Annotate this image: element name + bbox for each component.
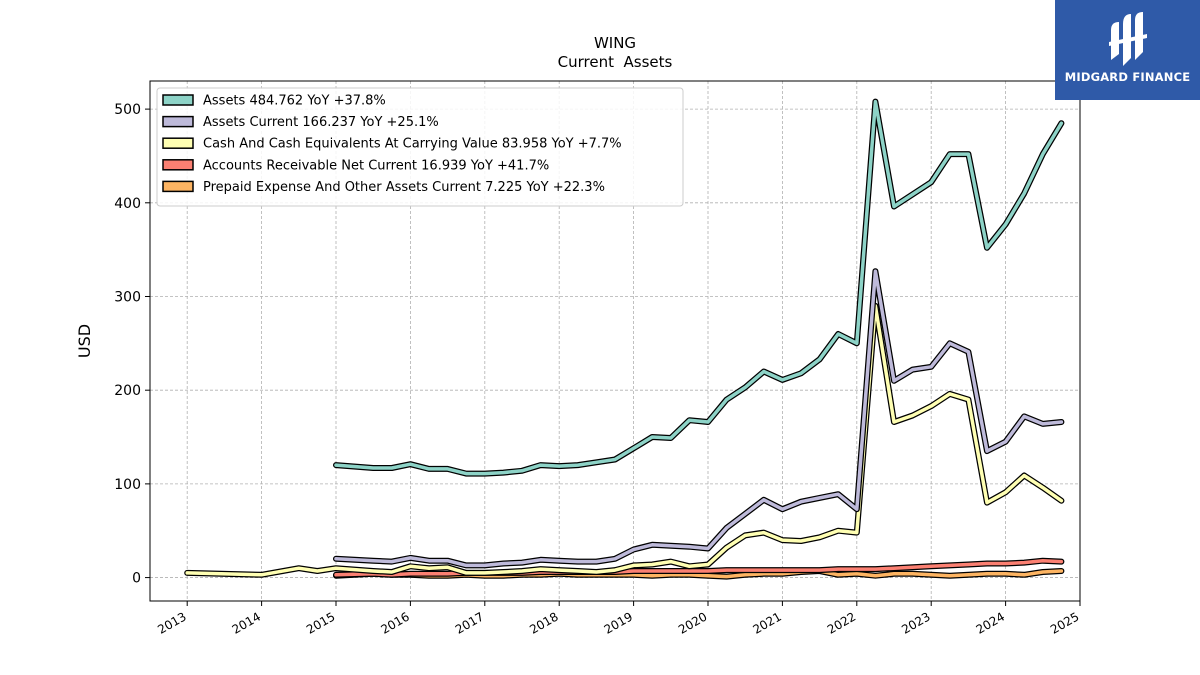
series-line bbox=[334, 269, 1064, 568]
x-tick-label: 2024 bbox=[974, 609, 1007, 636]
x-axis: 2013 2014 2015 2016 2017 2018 2019 2020 2021 2022… bbox=[155, 601, 1082, 637]
series-line bbox=[185, 304, 1064, 577]
x-tick-label: 2016 bbox=[378, 609, 411, 636]
x-tick-label: 2019 bbox=[602, 609, 635, 636]
y-axis: 0 100 200 300 400 500 bbox=[114, 102, 150, 587]
legend-swatch bbox=[162, 94, 194, 106]
logo-text: MIDGARD FINANCE bbox=[1064, 70, 1191, 84]
legend-entry: Assets 484.762 YoY +37.8% bbox=[203, 94, 386, 109]
logo-mark-icon bbox=[1109, 12, 1147, 66]
legend: Assets 484.762 YoY +37.8% Assets Current … bbox=[156, 87, 684, 207]
y-tick-label: 200 bbox=[114, 383, 141, 399]
plot-frame bbox=[149, 80, 1081, 602]
series-lines bbox=[184, 98, 1065, 580]
series-0 bbox=[333, 98, 1065, 477]
legend-swatch bbox=[162, 115, 194, 128]
logo: MIDGARD FINANCE bbox=[1055, 0, 1200, 100]
x-tick-label: 2025 bbox=[1048, 609, 1081, 636]
legend-entry: Assets Current 166.237 YoY +25.1% bbox=[203, 115, 439, 130]
legend-entry: Cash And Cash Equivalents At Carrying Va… bbox=[203, 137, 622, 152]
legend-entry: Accounts Receivable Net Current 16.939 Y… bbox=[203, 158, 549, 173]
x-tick-label: 2015 bbox=[304, 609, 337, 636]
series-2 bbox=[184, 302, 1065, 578]
series-1 bbox=[333, 268, 1065, 569]
y-tick-label: 500 bbox=[114, 102, 141, 118]
legend-entry: Prepaid Expense And Other Assets Current… bbox=[203, 180, 605, 195]
x-tick-label: 2022 bbox=[825, 609, 858, 636]
x-tick-label: 2023 bbox=[899, 609, 932, 636]
y-axis-label: USD bbox=[75, 324, 94, 358]
legend-box bbox=[156, 87, 684, 207]
y-tick-label: 300 bbox=[114, 289, 141, 305]
legend-swatch bbox=[162, 180, 194, 193]
chart-subtitle: Current Assets bbox=[558, 53, 673, 71]
x-tick-label: 2014 bbox=[230, 609, 263, 636]
x-tick-label: 2013 bbox=[155, 609, 188, 636]
series-line bbox=[334, 99, 1064, 476]
legend-swatch bbox=[162, 159, 194, 171]
y-tick-label: 100 bbox=[114, 477, 141, 493]
x-tick-label: 2018 bbox=[527, 609, 560, 636]
y-tick-label: 400 bbox=[114, 196, 141, 212]
y-tick-label: 0 bbox=[132, 571, 141, 587]
x-tick-label: 2021 bbox=[750, 609, 783, 636]
chart-title: WING bbox=[594, 34, 636, 52]
x-tick-label: 2020 bbox=[676, 609, 709, 636]
x-tick-label: 2017 bbox=[453, 609, 486, 636]
series-line-outline bbox=[184, 302, 1065, 578]
legend-swatch bbox=[162, 137, 194, 149]
